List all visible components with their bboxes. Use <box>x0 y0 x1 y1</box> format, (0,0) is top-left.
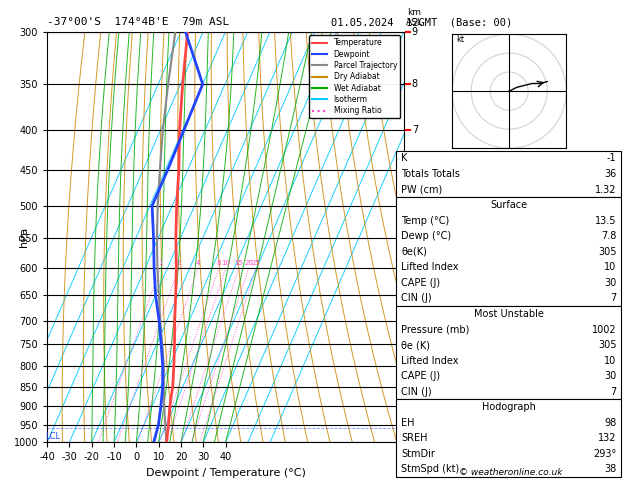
Text: 8: 8 <box>216 260 221 266</box>
Text: 25: 25 <box>252 260 261 266</box>
Text: K: K <box>401 154 408 163</box>
Text: StmSpd (kt): StmSpd (kt) <box>401 465 460 474</box>
Text: LCL: LCL <box>45 433 60 441</box>
Text: CAPE (J): CAPE (J) <box>401 371 440 381</box>
Text: θe (K): θe (K) <box>401 340 430 350</box>
Text: 293°: 293° <box>593 449 616 459</box>
Text: 10: 10 <box>221 260 230 266</box>
Text: 1: 1 <box>159 260 163 266</box>
Text: SREH: SREH <box>401 434 428 443</box>
Text: hPa: hPa <box>19 227 29 247</box>
Text: 10: 10 <box>604 262 616 272</box>
Text: StmDir: StmDir <box>401 449 435 459</box>
Text: Surface: Surface <box>490 200 528 210</box>
Text: Most Unstable: Most Unstable <box>474 309 544 319</box>
Text: 10: 10 <box>604 356 616 365</box>
Text: km
ASL: km ASL <box>406 8 423 28</box>
Text: 4: 4 <box>412 233 418 243</box>
Text: 8: 8 <box>412 79 418 89</box>
Text: 6: 6 <box>412 165 418 175</box>
Legend: Temperature, Dewpoint, Parcel Trajectory, Dry Adiabat, Wet Adiabat, Isotherm, Mi: Temperature, Dewpoint, Parcel Trajectory… <box>309 35 400 118</box>
Text: θe(K): θe(K) <box>401 247 427 257</box>
Text: -37°00'S  174°4B'E  79m ASL: -37°00'S 174°4B'E 79m ASL <box>47 17 230 27</box>
Text: Totals Totals: Totals Totals <box>401 169 460 179</box>
Text: 1002: 1002 <box>592 325 616 334</box>
Text: kt: kt <box>456 35 464 44</box>
Text: 30: 30 <box>604 371 616 381</box>
Text: 01.05.2024  12GMT  (Base: 00): 01.05.2024 12GMT (Base: 00) <box>331 17 512 27</box>
Text: Hodograph: Hodograph <box>482 402 536 412</box>
Text: 9: 9 <box>412 27 418 36</box>
Text: CIN (J): CIN (J) <box>401 294 432 303</box>
Text: 305: 305 <box>598 247 616 257</box>
Text: Lifted Index: Lifted Index <box>401 262 459 272</box>
Text: Pressure (mb): Pressure (mb) <box>401 325 470 334</box>
Text: CAPE (J): CAPE (J) <box>401 278 440 288</box>
Text: -1: -1 <box>607 154 616 163</box>
Text: 30: 30 <box>604 278 616 288</box>
Text: 7: 7 <box>610 294 616 303</box>
X-axis label: Dewpoint / Temperature (°C): Dewpoint / Temperature (°C) <box>145 468 306 478</box>
Text: 3: 3 <box>412 263 418 273</box>
Text: Dewp (°C): Dewp (°C) <box>401 231 452 241</box>
Text: 5: 5 <box>412 201 418 211</box>
Text: EH: EH <box>401 418 415 428</box>
Text: PW (cm): PW (cm) <box>401 185 443 194</box>
Text: 305: 305 <box>598 340 616 350</box>
Text: Lifted Index: Lifted Index <box>401 356 459 365</box>
Text: 7.8: 7.8 <box>601 231 616 241</box>
Text: 1.32: 1.32 <box>595 185 616 194</box>
Text: Temp (°C): Temp (°C) <box>401 216 450 226</box>
Text: 2: 2 <box>412 315 418 326</box>
Text: 7: 7 <box>412 125 418 135</box>
Text: 36: 36 <box>604 169 616 179</box>
Text: 38: 38 <box>604 465 616 474</box>
Text: CIN (J): CIN (J) <box>401 387 432 397</box>
Text: 1: 1 <box>412 382 418 392</box>
Text: 15: 15 <box>235 260 243 266</box>
Text: 2: 2 <box>177 260 181 266</box>
Text: 20: 20 <box>244 260 253 266</box>
Text: 7: 7 <box>610 387 616 397</box>
Text: © weatheronline.co.uk: © weatheronline.co.uk <box>459 468 562 477</box>
Text: 13.5: 13.5 <box>595 216 616 226</box>
Text: 98: 98 <box>604 418 616 428</box>
Text: 4: 4 <box>196 260 200 266</box>
Text: 132: 132 <box>598 434 616 443</box>
